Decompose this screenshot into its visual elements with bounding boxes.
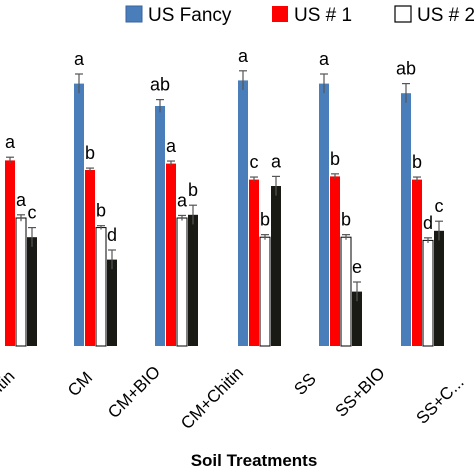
legend-label: US # 2: [417, 5, 474, 26]
significance-letter: a: [166, 136, 177, 156]
legend-swatch: [125, 5, 143, 23]
significance-letter: b: [85, 143, 95, 163]
bar-us-fancy-cm-bio: [155, 106, 165, 346]
significance-letter: ab: [150, 75, 170, 95]
bar-us-1-cm-chitin: [249, 179, 259, 346]
x-tick-label: ...itin: [0, 367, 19, 406]
x-axis-title: Soil Treatments: [191, 451, 318, 470]
bar-us-2-cm-chitin: [259, 236, 271, 347]
bar-series-4-ss: [352, 291, 362, 346]
bar-us-2--itin: [15, 217, 27, 347]
legend-swatch: [394, 5, 412, 23]
x-tick-label: SS+BIO: [332, 364, 389, 421]
bar-us-fancy-cm-chitin: [238, 80, 248, 347]
significance-letter: a: [238, 46, 249, 66]
significance-letter: b: [330, 149, 340, 169]
significance-letter: c: [435, 196, 444, 216]
x-tick-labels: ...itin CM CM+BIO CM+Chitin SS SS+BIO SS+C...: [0, 362, 468, 433]
significance-letter: b: [188, 180, 198, 200]
bar-series-4-cm-bio: [188, 214, 198, 346]
bar-us-1-ss-bio: [412, 179, 422, 346]
significance-letter: d: [423, 213, 433, 233]
legend-label: US # 1: [294, 5, 352, 26]
significance-letter: e: [352, 257, 362, 277]
bar-us-2-cm-bio: [176, 217, 188, 347]
x-tick-label: SS: [290, 369, 319, 398]
bar-series-4--itin: [27, 237, 37, 346]
legend: US Fancy US # 1 US # 2: [125, 5, 474, 26]
bar-us-2-ss-bio: [422, 239, 434, 347]
significance-letter: a: [16, 190, 27, 210]
significance-letter: ab: [396, 59, 416, 79]
bar-series-4-cm: [107, 259, 117, 346]
significance-letter: a: [74, 49, 85, 69]
bar-series-4-cm-chitin: [271, 186, 281, 346]
bar-us-1-cm: [85, 170, 95, 346]
legend-swatch: [272, 6, 288, 22]
significance-letter: c: [250, 152, 259, 172]
bar-us-fancy-ss: [319, 83, 329, 346]
legend-label: US Fancy: [148, 5, 232, 26]
significance-letter: a: [5, 132, 16, 152]
significance-letter: a: [271, 151, 282, 171]
significance-letter: b: [341, 210, 351, 230]
x-tick-label: CM+BIO: [104, 362, 164, 422]
bar-us-1--itin: [5, 160, 15, 346]
significance-letter: b: [412, 152, 422, 172]
significance-letter: a: [177, 190, 188, 210]
significance-letter: c: [28, 203, 37, 223]
significance-letter: d: [107, 225, 117, 245]
significance-letter: a: [319, 49, 330, 69]
bar-us-1-cm-bio: [166, 163, 176, 346]
x-tick-label: SS+C...: [413, 373, 468, 428]
bar-us-1-ss: [330, 176, 340, 346]
x-tick-label: CM: [64, 368, 96, 400]
bar-us-2-cm: [95, 227, 107, 347]
bar-us-fancy-cm: [74, 83, 84, 346]
significance-letter: b: [260, 210, 270, 230]
bar-series-4-ss-bio: [434, 230, 444, 346]
x-tick-label: CM+Chitin: [177, 363, 247, 433]
significance-letter: b: [96, 201, 106, 221]
bar-us-2-ss: [340, 236, 352, 347]
bar-us-fancy-ss-bio: [401, 93, 411, 346]
